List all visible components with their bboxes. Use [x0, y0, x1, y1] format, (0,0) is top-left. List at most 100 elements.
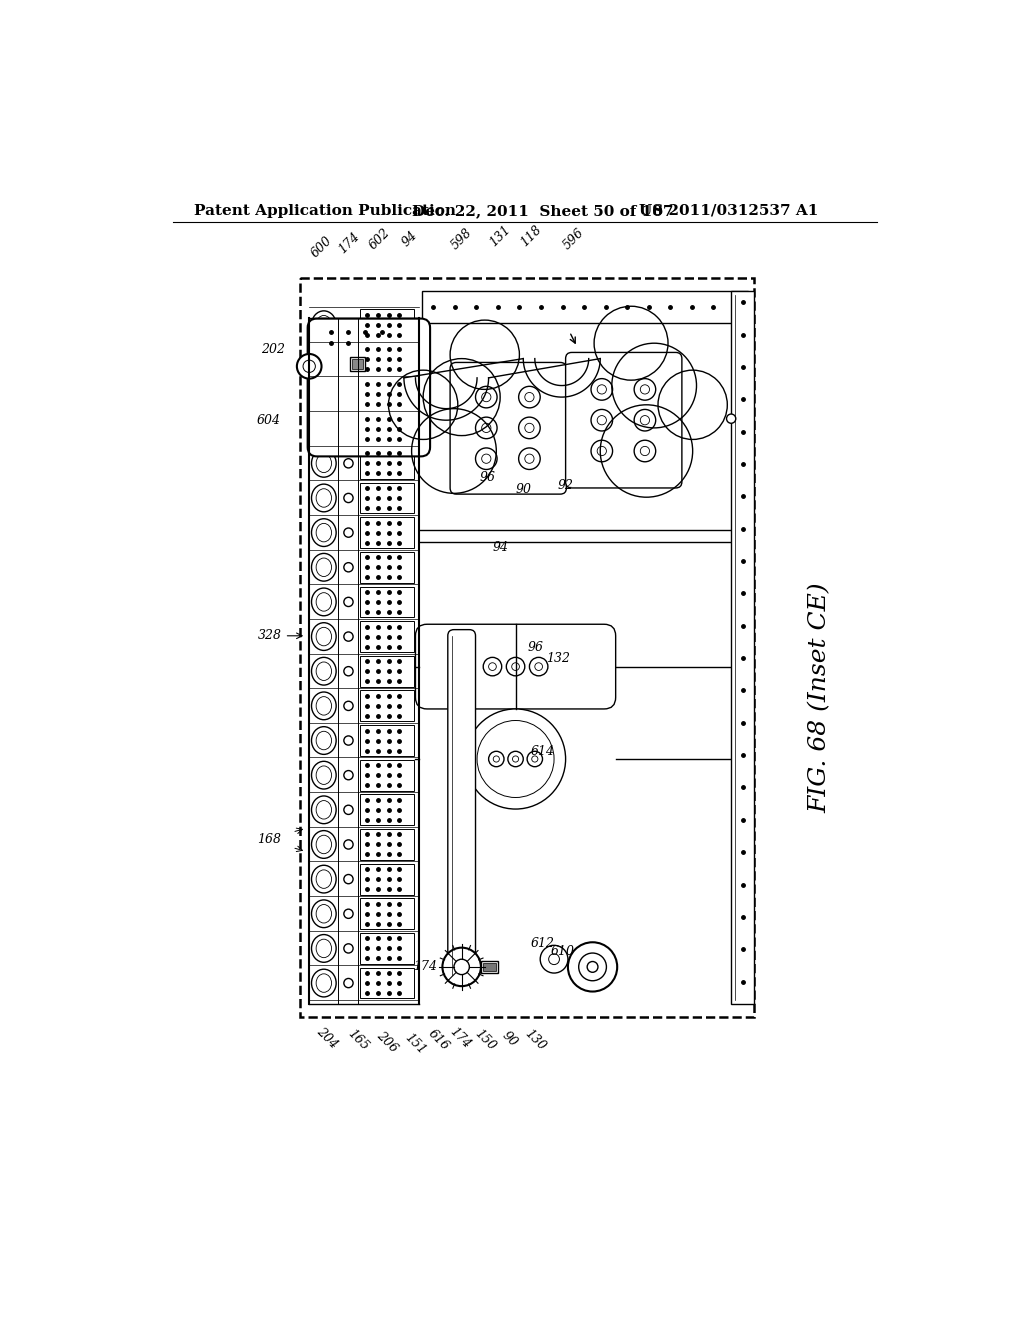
Ellipse shape: [311, 484, 336, 512]
Text: 600: 600: [308, 234, 335, 260]
Circle shape: [591, 379, 612, 400]
Text: 165: 165: [345, 1027, 371, 1053]
Bar: [360, 413, 414, 444]
Ellipse shape: [316, 870, 332, 888]
Ellipse shape: [316, 939, 332, 958]
Ellipse shape: [311, 553, 336, 581]
Bar: [360, 690, 414, 721]
Text: 130: 130: [522, 1027, 548, 1053]
Bar: [360, 863, 414, 895]
Circle shape: [344, 840, 353, 849]
Text: 94: 94: [399, 228, 420, 249]
Circle shape: [527, 751, 543, 767]
Circle shape: [477, 721, 554, 797]
Ellipse shape: [311, 900, 336, 928]
FancyBboxPatch shape: [307, 318, 430, 457]
Ellipse shape: [316, 315, 332, 334]
Circle shape: [344, 874, 353, 884]
Circle shape: [640, 446, 649, 455]
Bar: [422, 290, 749, 323]
Ellipse shape: [311, 935, 336, 962]
Text: 604: 604: [257, 413, 281, 426]
Ellipse shape: [316, 731, 332, 750]
Circle shape: [344, 805, 353, 814]
Text: 90: 90: [515, 483, 531, 496]
Ellipse shape: [316, 385, 332, 404]
Bar: [360, 968, 414, 998]
Bar: [350, 358, 366, 371]
Circle shape: [529, 657, 548, 676]
Text: 96: 96: [527, 640, 543, 653]
Circle shape: [475, 417, 497, 438]
Circle shape: [518, 447, 541, 470]
Circle shape: [535, 663, 543, 671]
Bar: [360, 309, 414, 341]
Bar: [360, 447, 414, 479]
Ellipse shape: [316, 524, 332, 543]
Circle shape: [525, 424, 535, 433]
FancyBboxPatch shape: [416, 624, 615, 709]
Ellipse shape: [311, 969, 336, 997]
Text: Dec. 22, 2011  Sheet 50 of 107: Dec. 22, 2011 Sheet 50 of 107: [412, 203, 673, 218]
Circle shape: [344, 562, 353, 572]
Text: 132: 132: [547, 652, 570, 665]
Bar: [360, 483, 414, 513]
Circle shape: [344, 771, 353, 780]
Bar: [483, 964, 496, 970]
Ellipse shape: [316, 663, 332, 681]
Bar: [360, 899, 414, 929]
Circle shape: [525, 392, 535, 401]
Circle shape: [344, 632, 353, 642]
Text: 118: 118: [518, 223, 544, 249]
Ellipse shape: [316, 488, 332, 507]
Bar: [360, 552, 414, 582]
Ellipse shape: [316, 766, 332, 784]
Text: 174: 174: [336, 230, 362, 256]
Text: 612: 612: [531, 937, 555, 950]
Circle shape: [634, 441, 655, 462]
Circle shape: [344, 944, 353, 953]
Ellipse shape: [311, 762, 336, 789]
Ellipse shape: [311, 866, 336, 892]
Bar: [352, 359, 364, 368]
Ellipse shape: [311, 692, 336, 719]
Text: US 2011/0312537 A1: US 2011/0312537 A1: [639, 203, 818, 218]
Circle shape: [344, 978, 353, 987]
Bar: [360, 933, 414, 964]
Circle shape: [640, 416, 649, 425]
Circle shape: [518, 387, 541, 408]
Bar: [731, 290, 755, 1003]
Ellipse shape: [311, 657, 336, 685]
Circle shape: [344, 459, 353, 469]
Text: FIG. 68 (Inset CE): FIG. 68 (Inset CE): [808, 582, 831, 813]
Text: 131: 131: [487, 223, 513, 249]
Circle shape: [483, 657, 502, 676]
Circle shape: [587, 961, 598, 973]
Ellipse shape: [316, 558, 332, 577]
Circle shape: [568, 942, 617, 991]
Circle shape: [475, 447, 497, 470]
Bar: [360, 829, 414, 859]
Text: 206: 206: [374, 1028, 400, 1055]
Circle shape: [512, 756, 518, 762]
Circle shape: [494, 756, 500, 762]
Circle shape: [525, 454, 535, 463]
Ellipse shape: [316, 627, 332, 645]
Text: 151: 151: [402, 1031, 428, 1057]
Text: 92: 92: [558, 479, 573, 492]
Circle shape: [481, 392, 490, 401]
Text: 168: 168: [257, 833, 282, 846]
Circle shape: [508, 751, 523, 767]
Ellipse shape: [316, 697, 332, 715]
Circle shape: [344, 909, 353, 919]
Circle shape: [727, 414, 736, 424]
Circle shape: [506, 657, 524, 676]
Circle shape: [475, 387, 497, 408]
Circle shape: [634, 409, 655, 430]
Circle shape: [481, 424, 490, 433]
Ellipse shape: [311, 796, 336, 824]
Circle shape: [297, 354, 322, 379]
Text: 150: 150: [472, 1027, 498, 1053]
Text: 610: 610: [550, 945, 574, 958]
Circle shape: [597, 416, 606, 425]
